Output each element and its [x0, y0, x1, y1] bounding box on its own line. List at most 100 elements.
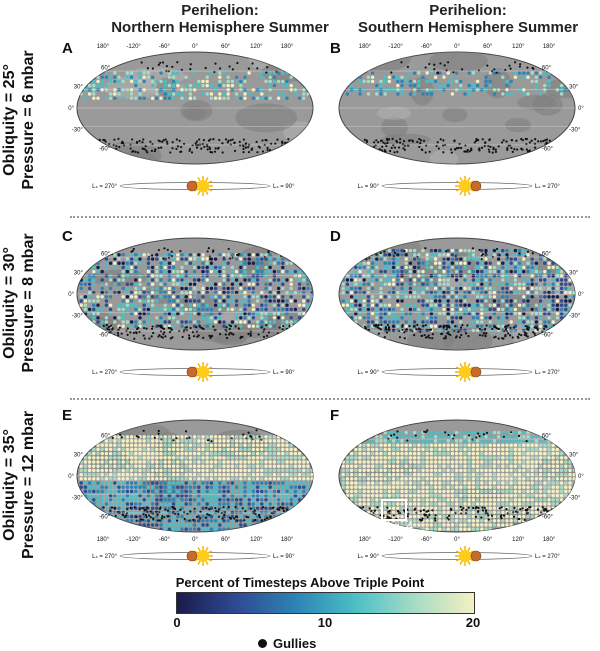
grid-cell-marker	[247, 303, 251, 307]
gully-marker	[572, 334, 575, 337]
grid-cell-marker	[184, 514, 188, 519]
grid-cell-marker	[475, 295, 480, 299]
gully-marker	[379, 328, 383, 331]
grid-cell-marker	[176, 320, 180, 324]
grid-cell-marker	[484, 261, 488, 265]
grid-cell-marker	[302, 464, 306, 468]
grid-cell-marker	[239, 481, 243, 485]
grid-cell-marker	[404, 447, 408, 452]
grid-cell-marker	[150, 485, 155, 489]
gully-marker	[167, 326, 170, 330]
grid-cell-marker	[104, 506, 109, 510]
grid-cell-marker	[555, 451, 560, 456]
grid-cell-marker	[484, 75, 488, 79]
grid-cell-marker	[222, 477, 226, 481]
grid-cell-marker	[475, 324, 480, 328]
gully-marker	[189, 68, 192, 71]
grid-cell-marker	[543, 451, 547, 456]
grid-cell-marker	[171, 519, 176, 523]
gully-marker	[527, 326, 530, 329]
grid-cell-marker	[218, 311, 222, 316]
grid-cell-marker	[197, 489, 201, 494]
gully-marker	[389, 149, 392, 153]
grid-cell-marker	[268, 83, 272, 88]
grid-cell-marker	[121, 443, 125, 447]
grid-cell-marker	[247, 510, 251, 515]
grid-cell-marker	[547, 456, 551, 460]
grid-cell-marker	[167, 75, 172, 79]
gully-marker	[515, 139, 518, 142]
grid-cell-marker	[218, 447, 222, 452]
grid-cell-marker	[188, 299, 193, 303]
grid-cell-marker	[276, 307, 281, 312]
grid-cell-marker	[358, 278, 362, 282]
grid-cell-marker	[234, 320, 239, 324]
grid-cell-marker	[171, 88, 176, 92]
gully-marker	[247, 143, 251, 146]
grid-cell-marker	[505, 447, 509, 452]
grid-cell-marker	[243, 493, 247, 498]
gully-marker	[279, 506, 282, 509]
gully-marker	[369, 148, 372, 152]
gully-marker	[244, 146, 247, 149]
grid-cell-marker	[383, 316, 387, 320]
grid-cell-marker	[454, 257, 459, 261]
grid-cell-marker	[87, 468, 92, 473]
grid-cell-marker	[429, 79, 434, 84]
grid-cell-marker	[255, 253, 260, 257]
grid-cell-marker	[264, 316, 268, 320]
grid-cell-marker	[100, 481, 104, 485]
grid-cell-marker	[505, 430, 509, 435]
column-header-line1: Perihelion:	[429, 2, 507, 19]
gully-marker	[272, 506, 275, 509]
grid-cell-marker	[362, 489, 366, 494]
grid-cell-marker	[167, 523, 172, 527]
grid-cell-marker	[408, 477, 413, 481]
grid-cell-marker	[138, 439, 142, 443]
gully-marker	[561, 329, 564, 332]
grid-cell-marker	[125, 468, 130, 473]
grid-cell-marker	[205, 307, 209, 312]
grid-cell-marker	[142, 286, 146, 291]
grid-cell-marker	[226, 451, 230, 456]
gully-marker	[569, 335, 572, 338]
grid-cell-marker	[255, 96, 260, 100]
grid-cell-marker	[197, 311, 201, 316]
grid-cell-marker	[400, 316, 404, 320]
grid-cell-marker	[488, 282, 492, 286]
longitude-tick: 180°	[359, 44, 372, 50]
gully-marker	[297, 507, 300, 510]
gully-marker	[151, 67, 155, 70]
grid-cell-marker	[375, 303, 379, 307]
grid-cell-marker	[226, 75, 230, 79]
grid-cell-marker	[480, 316, 484, 320]
grid-cell-marker	[234, 290, 239, 295]
gully-marker	[238, 144, 242, 147]
grid-cell-marker	[484, 477, 488, 481]
grid-cell-marker	[129, 514, 134, 519]
grid-cell-marker	[188, 502, 193, 506]
grid-cell-marker	[87, 493, 92, 498]
grid-cell-marker	[396, 282, 400, 286]
grid-cell-marker	[184, 261, 188, 265]
grid-cell-marker	[234, 92, 239, 96]
gully-marker	[79, 332, 82, 335]
grid-cell-marker	[117, 253, 121, 257]
grid-cell-marker	[370, 257, 375, 261]
grid-cell-marker	[366, 460, 371, 464]
grid-cell-marker	[205, 324, 209, 328]
grid-cell-marker	[188, 447, 193, 452]
gully-marker	[455, 335, 458, 338]
grid-cell-marker	[113, 265, 117, 270]
gully-marker	[555, 139, 558, 142]
grid-cell-marker	[167, 460, 172, 464]
grid-cell-marker	[400, 485, 404, 489]
gully-marker	[468, 150, 471, 153]
grid-cell-marker	[222, 527, 226, 531]
grid-cell-marker	[429, 468, 434, 473]
grid-cell-marker	[247, 282, 251, 286]
grid-cell-marker	[438, 88, 442, 92]
grid-cell-marker	[538, 472, 543, 477]
grid-cell-marker	[496, 265, 501, 270]
grid-cell-marker	[417, 485, 421, 489]
